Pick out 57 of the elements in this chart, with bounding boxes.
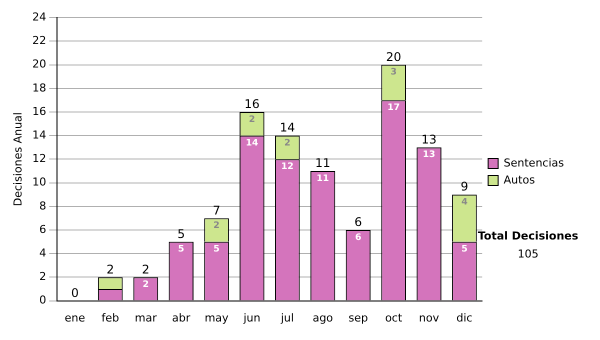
- legend-label: Autos: [504, 173, 536, 186]
- total-label: 11: [315, 156, 330, 170]
- y-tick-label: 22: [32, 34, 46, 48]
- y-tick-label: 14: [32, 128, 46, 142]
- data-label: 5: [213, 244, 220, 255]
- x-tick-label: sep: [348, 311, 368, 324]
- total-label: 0: [71, 286, 79, 300]
- x-tick-label: abr: [172, 311, 191, 324]
- x-tick-label: may: [204, 311, 230, 324]
- y-tick-label: 4: [39, 246, 46, 260]
- x-tick-label: jul: [280, 311, 294, 324]
- total-label: 9: [460, 180, 468, 194]
- data-label: 2: [142, 280, 149, 290]
- x-tick-label: oct: [385, 311, 403, 324]
- data-label: 4: [461, 197, 468, 208]
- y-tick-label: 20: [32, 58, 46, 71]
- total-label: 14: [280, 120, 296, 135]
- total-label: 2: [142, 262, 150, 276]
- total-label: 7: [212, 203, 220, 218]
- data-label: 2: [284, 138, 291, 148]
- y-tick-label: 18: [32, 81, 46, 94]
- x-tick-label: nov: [418, 311, 440, 324]
- x-tick-label: jun: [242, 311, 260, 324]
- y-tick-label: 16: [32, 104, 46, 118]
- y-tick-label: 8: [39, 199, 46, 212]
- data-label: 13: [422, 150, 436, 160]
- data-label: 5: [461, 244, 468, 255]
- x-tick-label: mar: [134, 311, 158, 324]
- x-tick-label: dic: [456, 311, 472, 324]
- y-tick-label: 24: [32, 10, 46, 24]
- total-label: 6: [354, 215, 362, 230]
- y-axis-title: Decisiones Anual: [11, 112, 24, 206]
- data-label: 12: [281, 162, 294, 172]
- data-label: 2: [213, 221, 220, 232]
- annotation: Total Decisiones: [478, 229, 579, 242]
- total-label: 5: [177, 226, 185, 241]
- x-tick-label: feb: [102, 311, 120, 324]
- data-label: 3: [390, 68, 397, 78]
- x-tick-label: ago: [312, 311, 334, 324]
- total-label: 20: [386, 50, 402, 64]
- y-tick-label: 2: [39, 270, 46, 284]
- legend-label: Sentencias: [504, 156, 564, 170]
- text: 105: [518, 247, 539, 260]
- total-label: 16: [244, 97, 260, 112]
- data-label: 5: [178, 244, 184, 255]
- y-tick-label: 0: [39, 294, 46, 307]
- data-label: 14: [246, 138, 258, 148]
- data-label: 17: [387, 103, 400, 114]
- total-label: 2: [106, 262, 114, 276]
- data-label: 2: [248, 114, 256, 125]
- y-tick-label: 12: [32, 152, 46, 166]
- x-tick-label: ene: [64, 311, 86, 324]
- y-tick-label: 10: [32, 176, 46, 189]
- data-label: 11: [316, 174, 330, 184]
- total-label: 13: [421, 132, 437, 147]
- data-label: 6: [355, 232, 362, 243]
- y-tick-label: 6: [39, 222, 46, 236]
